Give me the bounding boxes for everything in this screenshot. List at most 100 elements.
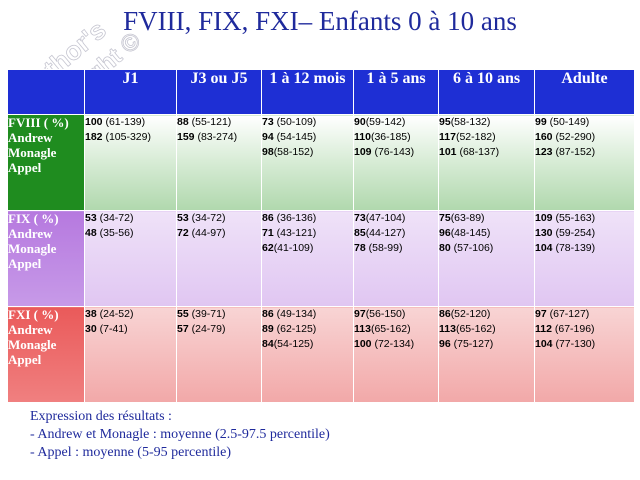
row-label-line: Monagle xyxy=(8,241,57,256)
row-label-line: Monagle xyxy=(8,337,57,352)
value-line: 53 (34-72) xyxy=(177,212,261,227)
range-value: (44-127) xyxy=(365,227,406,239)
value-line: 53 (34-72) xyxy=(86,212,176,227)
value-line: 182 (105-329) xyxy=(85,130,176,145)
range-value: (35-56) xyxy=(96,227,134,239)
notes-line: - Appel : moyenne (5-95 percentile) xyxy=(30,445,231,460)
value-cell: 53 (34-72) 48 (35-56) xyxy=(84,210,177,307)
mean-value: 110 xyxy=(354,131,371,143)
value-line: 113(65-162) xyxy=(355,322,438,337)
row-label-line: FIX ( %) xyxy=(8,211,59,226)
range-value: (36-136) xyxy=(273,212,317,224)
value-line: 90(59-142) xyxy=(354,116,438,131)
value-line: 159 (83-274) xyxy=(177,130,261,145)
value-line: 117(52-182) xyxy=(440,130,534,145)
mean-value: 96 xyxy=(439,338,451,350)
value-line: 104 (77-130) xyxy=(535,337,634,352)
value-line: 48 (35-56) xyxy=(86,226,176,241)
mean-value: 55 xyxy=(177,308,189,320)
mean-value: 86 xyxy=(262,212,274,224)
range-value: (59-254) xyxy=(552,227,596,239)
mean-value: 94 xyxy=(262,131,274,143)
mean-value: 53 xyxy=(177,212,189,224)
value-line: 73(47-104) xyxy=(354,212,438,227)
row-label-line: FXI ( %) xyxy=(8,307,59,322)
value-line: 113(65-162) xyxy=(439,322,534,337)
value-cell: 88 (55-121) 159 (83-274) xyxy=(176,114,262,211)
value-cell: 86(52-120) 113(65-162) 96 (75-127) xyxy=(438,306,535,403)
notes: Expression des résultats : - Andrew et M… xyxy=(30,408,330,462)
value-line: 110(36-185) xyxy=(354,130,438,145)
mean-value: 84 xyxy=(262,338,274,350)
header-1-12-mois: 1 à 12 mois xyxy=(261,69,354,115)
range-value: (55-121) xyxy=(188,116,232,128)
value-cell: 86 (36-136) 71 (43-121) 62(41-109) xyxy=(261,210,354,307)
mean-value: 109 xyxy=(535,212,553,224)
mean-value: 73 xyxy=(262,116,274,128)
header-adulte: Adulte xyxy=(534,69,635,115)
value-line: 101 (68-137) xyxy=(440,145,534,160)
row-label: FXI ( %) Andrew Monagle Appel xyxy=(7,306,85,403)
value-cell: 53 (34-72) 72 (44-97) xyxy=(176,210,262,307)
mean-value: 73 xyxy=(354,212,366,224)
value-line: 80 (57-106) xyxy=(439,241,534,256)
value-line: 38 (24-52) xyxy=(86,308,176,323)
range-value: (52-290) xyxy=(552,131,596,143)
value-line: 55 (39-71) xyxy=(177,308,261,323)
range-value: (61-139) xyxy=(102,116,146,128)
range-value: (50-149) xyxy=(546,116,590,128)
range-value: (54-125) xyxy=(273,338,314,350)
mean-value: 90 xyxy=(354,116,366,128)
notes-line: Expression des résultats : xyxy=(30,409,172,424)
value-line: 98(58-152) xyxy=(262,145,353,160)
value-line: 71 (43-121) xyxy=(262,226,353,241)
mean-value: 88 xyxy=(177,116,189,128)
mean-value: 113 xyxy=(439,323,456,335)
mean-value: 78 xyxy=(354,242,366,254)
range-value: (41-109) xyxy=(273,242,314,254)
mean-value: 159 xyxy=(177,131,195,143)
value-line: 88 (55-121) xyxy=(177,116,261,131)
mean-value: 160 xyxy=(535,131,553,143)
value-cell: 86 (49-134) 89 (62-125) 84(54-125) xyxy=(261,306,354,403)
mean-value: 71 xyxy=(262,227,274,239)
mean-value: 30 xyxy=(85,323,97,335)
mean-value: 100 xyxy=(354,338,372,350)
mean-value: 72 xyxy=(177,227,189,239)
range-value: (39-71) xyxy=(188,308,226,320)
range-value: (65-162) xyxy=(455,323,496,335)
mean-value: 99 xyxy=(535,116,547,128)
value-line: 94 (54-145) xyxy=(262,130,353,145)
value-cell: 38 (24-52) 30 (7-41) xyxy=(84,306,177,403)
mean-value: 57 xyxy=(177,323,189,335)
range-value: (47-104) xyxy=(365,212,406,224)
value-line: 57 (24-79) xyxy=(177,322,261,337)
range-value: (58-132) xyxy=(450,116,491,128)
value-cell: 99 (50-149) 160 (52-290) 123 (87-152) xyxy=(534,114,635,211)
range-value: (50-109) xyxy=(273,116,317,128)
range-value: (36-185) xyxy=(370,131,411,143)
value-line: 85(44-127) xyxy=(355,226,438,241)
range-value: (34-72) xyxy=(188,212,226,224)
mean-value: 75 xyxy=(439,212,451,224)
range-value: (55-163) xyxy=(552,212,596,224)
mean-value: 80 xyxy=(439,242,451,254)
range-value: (76-143) xyxy=(371,146,415,158)
row-label-line: Appel xyxy=(8,160,42,175)
range-value: (57-106) xyxy=(450,242,494,254)
mean-value: 182 xyxy=(85,131,103,143)
row-label-line: Monagle xyxy=(8,145,57,160)
value-line: 75(63-89) xyxy=(439,212,534,227)
value-cell: 73(47-104) 85(44-127) 78 (58-99) xyxy=(353,210,439,307)
header-j1: J1 xyxy=(84,69,177,115)
range-value: (67-127) xyxy=(546,308,590,320)
mean-value: 104 xyxy=(535,338,553,350)
header-6-10-ans: 6 à 10 ans xyxy=(438,69,535,115)
row-fviii: FVIII ( %) Andrew Monagle Appel 100 (61-139)… xyxy=(7,114,635,211)
range-value: (24-79) xyxy=(188,323,226,335)
mean-value: 98 xyxy=(262,146,274,158)
range-value: (44-97) xyxy=(188,227,226,239)
mean-value: 130 xyxy=(535,227,553,239)
row-fxi: FXI ( %) Andrew Monagle Appel 38 (24-52) 30 (… xyxy=(7,306,635,403)
value-line: 99 (50-149) xyxy=(535,116,634,131)
